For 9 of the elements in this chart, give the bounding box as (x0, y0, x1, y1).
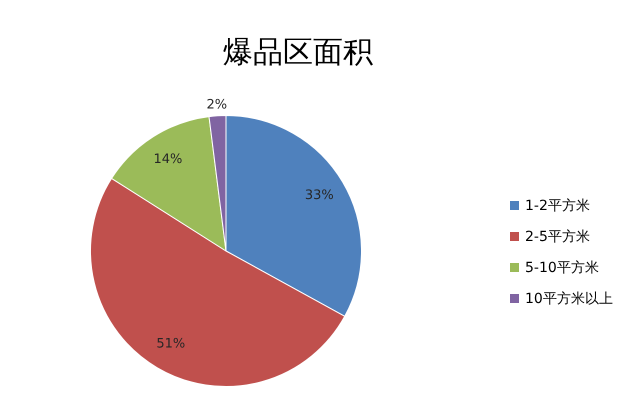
legend-label: 5-10平方米 (525, 258, 599, 276)
legend-label: 1-2平方米 (525, 196, 590, 214)
data-label: 2% (206, 97, 228, 112)
legend-label: 2-5平方米 (525, 228, 590, 246)
data-label: 33% (304, 188, 334, 204)
chart-title: 爆品区面积 (222, 35, 374, 70)
data-label: 14% (153, 152, 182, 167)
data-label: 51% (156, 336, 186, 352)
legend-label: 10平方米以上 (525, 290, 613, 308)
